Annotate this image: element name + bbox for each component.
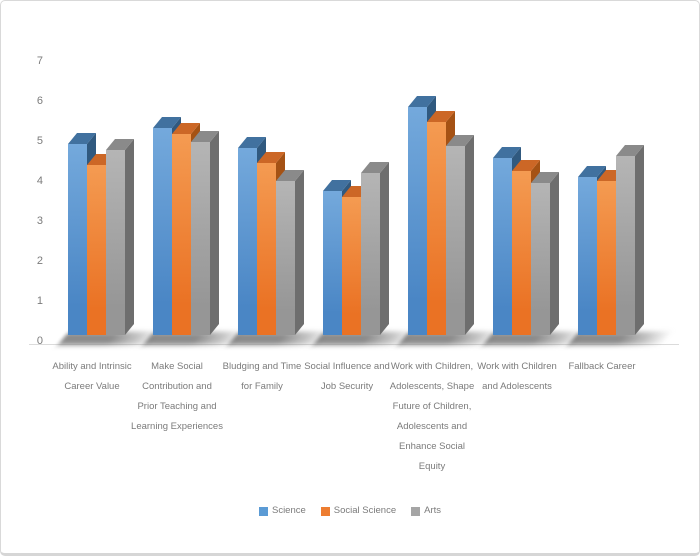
bar-front-face: [68, 144, 87, 335]
bar-side-face: [210, 131, 219, 335]
bar-arts-7: [616, 145, 645, 335]
bar-front-face: [153, 128, 172, 335]
legend-item-arts: Arts: [411, 505, 441, 517]
category-label-line: Adolescents and: [396, 421, 468, 432]
legend-label: Science: [271, 505, 306, 516]
bar-front-face: [342, 197, 361, 335]
category-label-line: for Family: [241, 381, 283, 392]
category-label-line: Make Social: [151, 361, 203, 372]
category-label-line: Career Value: [64, 381, 120, 392]
bar-social-science-1: [87, 154, 116, 335]
bar-arts-6: [531, 172, 560, 335]
bar-social-science-4: [342, 186, 371, 335]
bar-social-science-7: [597, 170, 626, 335]
bar-front-face: [446, 146, 465, 335]
bar-science-6: [493, 147, 522, 335]
bar-arts-4: [361, 162, 390, 335]
x-axis-category-label-work-with-children: Work with Children and Adolescents: [469, 357, 565, 397]
bar-front-face: [361, 173, 380, 335]
legend-item-social-science: Social Science: [320, 505, 397, 517]
category-label-line: Contribution and: [142, 381, 212, 392]
bar-front-face: [512, 171, 531, 335]
y-axis-tick-label: 0: [36, 335, 43, 347]
category-label-line: Work with Children,: [390, 361, 474, 372]
y-axis-tick-label: 1: [36, 295, 43, 307]
bar-science-3: [238, 137, 267, 335]
category-label-line: Fallback Career: [568, 361, 636, 372]
bar-social-science-6: [512, 160, 541, 335]
bar-arts-2: [191, 131, 220, 335]
bar-science-5: [408, 96, 437, 335]
bar-front-face: [578, 177, 597, 335]
bar-front-face: [616, 156, 635, 335]
x-axis-category-label-ability-and-intrinsic: Ability and Intrinsic Career Value: [44, 357, 140, 397]
x-axis-category-label-fallback-career: Fallback Career: [554, 357, 650, 377]
legend-swatch-science: [258, 506, 268, 516]
bar-social-science-3: [257, 152, 286, 335]
bar-front-face: [323, 191, 342, 335]
category-label-line: Learning Experiences: [131, 421, 223, 432]
bar-arts-1: [106, 139, 135, 335]
category-label-line: Social Influence and: [304, 361, 390, 372]
legend-swatch-arts: [411, 506, 421, 516]
x-axis-category-label-bludging-and-time: Bludging and Time for Family: [214, 357, 310, 397]
bar-front-face: [106, 150, 125, 335]
bar-front-face: [597, 181, 616, 335]
category-label-line: Work with Children: [477, 361, 557, 372]
bar-front-face: [408, 107, 427, 335]
y-axis-tick-label: 6: [36, 95, 43, 107]
bar-social-science-2: [172, 123, 201, 335]
bar-front-face: [191, 142, 210, 335]
bar-side-face: [295, 170, 304, 335]
legend-label: Social Science: [333, 505, 397, 516]
legend: Science Social Science Arts: [1, 505, 699, 517]
bar-front-face: [87, 165, 106, 335]
category-label-line: Enhance Social: [398, 441, 466, 452]
category-label-line: Ability and Intrinsic: [52, 361, 132, 372]
y-axis-tick-label: 5: [36, 135, 43, 147]
category-label-line: Bludging and Time: [222, 361, 302, 372]
y-axis-tick-label: 3: [36, 215, 43, 227]
bar-front-face: [427, 122, 446, 335]
bar-side-face: [550, 172, 559, 335]
bar-front-face: [493, 158, 512, 335]
bar-side-face: [465, 135, 474, 335]
category-label-line: Prior Teaching and: [137, 401, 217, 412]
category-label-line: Future of Children,: [392, 401, 472, 412]
bar-side-face: [635, 145, 644, 335]
legend-item-science: Science: [258, 505, 306, 517]
bar-side-face: [125, 139, 134, 335]
bar-social-science-5: [427, 111, 456, 335]
bar-front-face: [172, 134, 191, 335]
x-axis-category-label-make-social-contribution: Make Social Contribution and Prior Teachin…: [129, 357, 225, 437]
bar-front-face: [257, 163, 276, 335]
y-axis-tick-label: 2: [36, 255, 43, 267]
bar-science-4: [323, 180, 352, 335]
y-axis-tick-label: 4: [36, 175, 43, 187]
bar-arts-5: [446, 135, 475, 335]
x-axis-category-label-work-with-children: Work with Children, Adolescents, Shape Fut…: [384, 357, 480, 477]
bar-side-face: [380, 162, 389, 335]
category-label-line: and Adolescents: [482, 381, 552, 392]
bar-front-face: [238, 148, 257, 335]
bar-front-face: [531, 183, 550, 335]
legend-label: Arts: [424, 505, 441, 516]
bar-science-2: [153, 117, 182, 335]
category-label-line: Adolescents, Shape: [389, 381, 475, 392]
bar-front-face: [276, 181, 295, 335]
x-axis-category-label-social-influence-and: Social Influence and Job Security: [299, 357, 395, 397]
category-label-line: Job Security: [320, 381, 374, 392]
bar-science-7: [578, 166, 607, 335]
bar-arts-3: [276, 170, 305, 335]
bar-science-1: [68, 133, 97, 335]
category-label-line: Equity: [418, 461, 446, 472]
y-axis-tick-label: 7: [36, 55, 43, 67]
legend-swatch-social-science: [320, 506, 330, 516]
